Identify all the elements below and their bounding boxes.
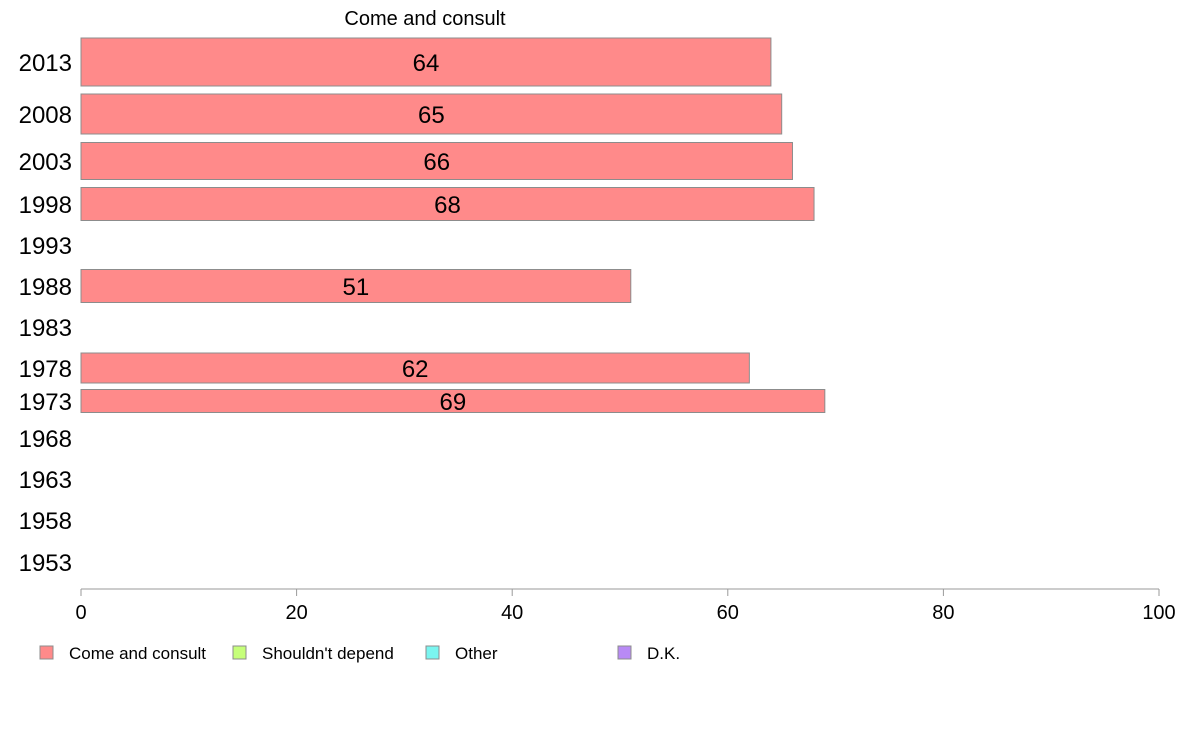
y-tick-label: 1968 xyxy=(19,426,72,453)
y-tick-label: 2013 xyxy=(19,50,72,77)
y-tick-label: 1958 xyxy=(19,508,72,535)
legend-swatch xyxy=(39,645,54,660)
x-tick-label: 20 xyxy=(285,602,307,624)
bar-data-label: 62 xyxy=(402,356,429,383)
bar-data-label: 51 xyxy=(343,274,370,301)
bar xyxy=(80,37,772,87)
bar xyxy=(80,269,632,303)
x-tick-label: 40 xyxy=(501,602,523,624)
bar xyxy=(80,142,793,180)
y-tick-label: 1983 xyxy=(19,315,72,342)
y-tick-label: 1953 xyxy=(19,550,72,577)
x-tick-label: 0 xyxy=(75,602,86,624)
chart-title: Come and consult xyxy=(344,8,506,30)
y-tick-label: 1993 xyxy=(19,233,72,260)
y-tick-label: 1978 xyxy=(19,356,72,383)
legend-label: D.K. xyxy=(647,644,680,663)
y-tick-label: 1973 xyxy=(19,389,72,416)
legend-swatch xyxy=(232,645,247,660)
bar xyxy=(80,187,815,221)
bar-data-label: 69 xyxy=(440,389,467,416)
legend-swatch xyxy=(617,645,632,660)
y-tick-label: 1963 xyxy=(19,467,72,494)
x-tick-label: 80 xyxy=(932,602,954,624)
legend-label: Come and consult xyxy=(69,644,206,663)
bar xyxy=(80,352,750,384)
bar xyxy=(80,389,826,413)
legend-swatch xyxy=(425,645,440,660)
y-tick-label: 2008 xyxy=(19,102,72,129)
x-axis: 0 20 40 60 80 100 xyxy=(75,588,1176,624)
legend-label: Shouldn't depend xyxy=(262,644,394,663)
bar-data-label: 66 xyxy=(423,149,450,176)
legend-label: Other xyxy=(455,644,498,663)
bars-group: 64 65 66 68 51 62 69 xyxy=(80,37,826,416)
y-tick-label: 1988 xyxy=(19,274,72,301)
bar-data-label: 65 xyxy=(418,102,445,129)
x-tick-label: 60 xyxy=(717,602,739,624)
x-tick-label: 100 xyxy=(1142,602,1175,624)
y-tick-labels: 2013 2008 2003 1998 1993 1988 1983 1978 1973 1968… xyxy=(19,50,72,577)
y-tick-label: 1998 xyxy=(19,192,72,219)
bar xyxy=(80,93,783,135)
bar-data-label: 64 xyxy=(413,50,440,77)
bar-data-label: 68 xyxy=(434,192,461,219)
y-tick-label: 2003 xyxy=(19,149,72,176)
legend: Come and consult Shouldn't depend Other D.K… xyxy=(39,644,680,663)
